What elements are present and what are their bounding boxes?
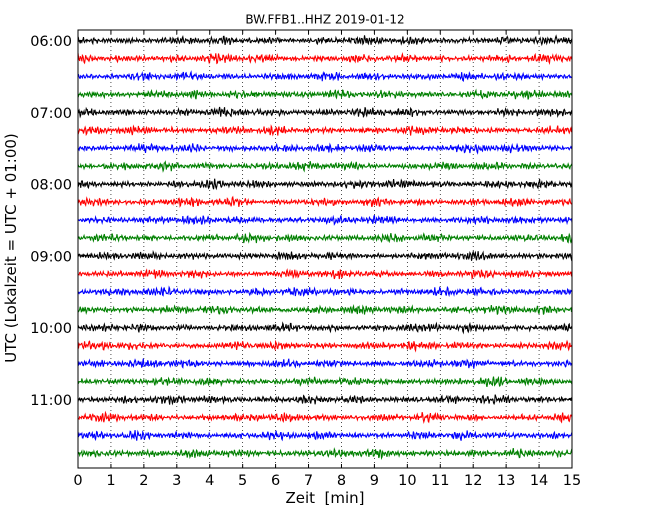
x-tick-label: 6 bbox=[271, 473, 280, 489]
trace-line bbox=[77, 231, 573, 244]
trace-line bbox=[77, 268, 573, 281]
y-axis: 06:00 07:00 08:00 09:00 10:00 11:00 bbox=[30, 34, 572, 409]
x-tick-label: 5 bbox=[238, 473, 247, 489]
trace-line bbox=[77, 214, 573, 226]
y-tick-label: 10:00 bbox=[30, 321, 72, 337]
x-tick-label: 4 bbox=[205, 473, 214, 489]
trace-line bbox=[77, 249, 573, 262]
trace-line bbox=[77, 285, 573, 298]
trace-line bbox=[77, 410, 573, 424]
trace-line bbox=[77, 321, 573, 335]
trace-line bbox=[77, 52, 573, 65]
x-tick-label: 9 bbox=[370, 473, 379, 489]
x-tick-label: 12 bbox=[464, 473, 482, 489]
y-axis-label: UTC (Lokalzeit = UTC + 01:00) bbox=[2, 133, 20, 363]
y-tick-label: 06:00 bbox=[30, 34, 72, 50]
trace-line bbox=[77, 70, 573, 83]
plot-frame bbox=[77, 29, 573, 469]
x-tick-label: 3 bbox=[172, 473, 181, 489]
x-tick-label: 1 bbox=[106, 473, 115, 489]
x-tick-label: 13 bbox=[497, 473, 515, 489]
x-tick-label: 10 bbox=[398, 473, 416, 489]
y-tick-label: 07:00 bbox=[30, 106, 72, 122]
x-tick-label: 14 bbox=[530, 473, 548, 489]
x-tick-label: 7 bbox=[304, 473, 313, 489]
y-tick-label: 11:00 bbox=[30, 393, 72, 409]
trace-line bbox=[77, 106, 573, 119]
trace-line bbox=[77, 429, 573, 442]
trace-line bbox=[77, 88, 573, 100]
trace-line bbox=[77, 304, 573, 316]
x-tick-label: 2 bbox=[139, 473, 148, 489]
trace-line bbox=[77, 375, 573, 388]
trace-line bbox=[77, 160, 573, 173]
y-tick-label: 08:00 bbox=[30, 178, 72, 194]
x-tick-label: 11 bbox=[431, 473, 449, 489]
trace-line bbox=[77, 195, 573, 208]
x-tick-label: 15 bbox=[563, 473, 581, 489]
trace-line bbox=[77, 358, 573, 369]
trace-line bbox=[77, 394, 573, 406]
trace-line bbox=[77, 142, 573, 155]
x-axis: 0 1 2 3 4 5 6 7 8 9 10 11 12 13 14 15 bbox=[73, 30, 581, 489]
x-tick-label: 8 bbox=[337, 473, 346, 489]
x-axis-label: Zeit [min] bbox=[285, 489, 364, 507]
x-tick-label: 0 bbox=[73, 473, 82, 489]
trace-line bbox=[77, 178, 573, 191]
trace-line bbox=[77, 34, 573, 47]
trace-line bbox=[77, 447, 573, 460]
seismogram-traces bbox=[77, 34, 573, 460]
y-tick-label: 09:00 bbox=[30, 249, 72, 265]
trace-line bbox=[77, 339, 573, 353]
chart-title: BW.FFB1..HHZ 2019-01-12 bbox=[245, 13, 404, 27]
trace-line bbox=[77, 124, 573, 137]
